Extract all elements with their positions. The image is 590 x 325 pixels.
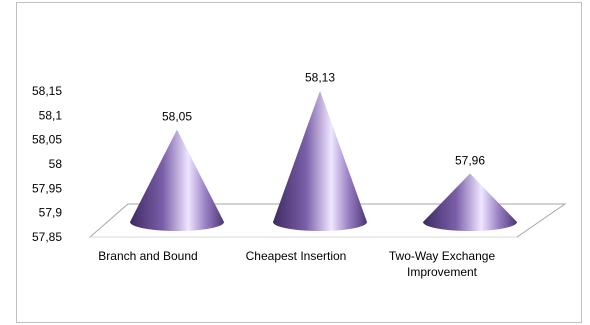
- y-tick-label: 57,85: [32, 230, 62, 244]
- data-label: 58,13: [305, 71, 335, 85]
- x-category-label: Branch and Bound: [98, 249, 197, 263]
- cone-body: [273, 90, 367, 231]
- y-tick-label: 58,15: [32, 84, 62, 98]
- chart-labels: 58,05 58,13 57,96 Branch and Bound Cheapest …: [98, 71, 495, 279]
- chart-marks: [130, 90, 517, 231]
- y-tick-label: 58,1: [39, 108, 63, 122]
- cone-bar: [273, 90, 367, 231]
- y-tick-label: 58: [49, 157, 63, 171]
- cone-bar: [423, 173, 517, 231]
- y-tick-label: 58,05: [32, 133, 62, 147]
- data-label: 57,96: [455, 153, 485, 167]
- cone-body: [423, 173, 517, 231]
- y-axis: 57,85 57,9 57,95 58 58,05 58,1 58,15: [32, 84, 62, 244]
- cone-bar: [130, 129, 224, 231]
- y-tick-label: 57,9: [39, 206, 63, 220]
- x-category-label: Cheapest Insertion: [246, 249, 347, 263]
- data-label: 58,05: [162, 110, 192, 124]
- cone-body: [130, 129, 224, 231]
- x-category-label: Two-Way Exchange: [389, 249, 496, 263]
- x-category-label: Improvement: [407, 265, 478, 279]
- y-tick-label: 57,95: [32, 181, 62, 195]
